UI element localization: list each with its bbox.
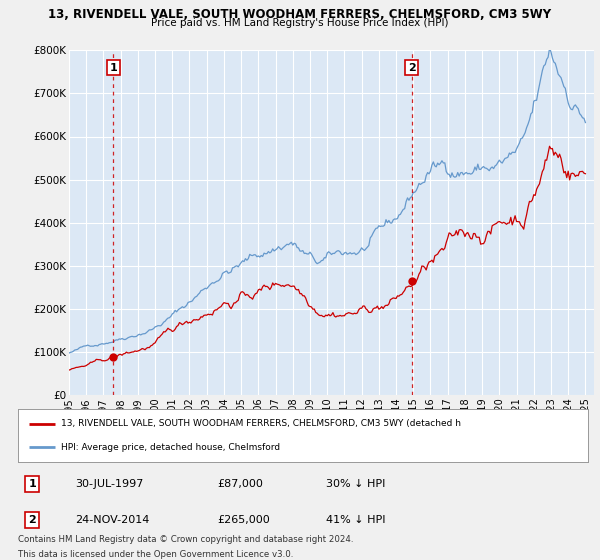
- Text: £87,000: £87,000: [218, 479, 263, 489]
- Text: 30-JUL-1997: 30-JUL-1997: [75, 479, 143, 489]
- Text: 2: 2: [407, 63, 415, 73]
- Text: 41% ↓ HPI: 41% ↓ HPI: [326, 515, 385, 525]
- Text: 1: 1: [28, 479, 36, 489]
- Text: Price paid vs. HM Land Registry's House Price Index (HPI): Price paid vs. HM Land Registry's House …: [151, 18, 449, 29]
- Text: £265,000: £265,000: [218, 515, 270, 525]
- Text: 13, RIVENDELL VALE, SOUTH WOODHAM FERRERS, CHELMSFORD, CM3 5WY (detached h: 13, RIVENDELL VALE, SOUTH WOODHAM FERRER…: [61, 419, 461, 428]
- Text: 30% ↓ HPI: 30% ↓ HPI: [326, 479, 385, 489]
- Text: This data is licensed under the Open Government Licence v3.0.: This data is licensed under the Open Gov…: [18, 550, 293, 559]
- Text: 1: 1: [110, 63, 117, 73]
- Text: 2: 2: [28, 515, 36, 525]
- Text: 24-NOV-2014: 24-NOV-2014: [75, 515, 149, 525]
- Text: Contains HM Land Registry data © Crown copyright and database right 2024.: Contains HM Land Registry data © Crown c…: [18, 535, 353, 544]
- Text: HPI: Average price, detached house, Chelmsford: HPI: Average price, detached house, Chel…: [61, 442, 280, 451]
- Text: 13, RIVENDELL VALE, SOUTH WOODHAM FERRERS, CHELMSFORD, CM3 5WY: 13, RIVENDELL VALE, SOUTH WOODHAM FERRER…: [49, 8, 551, 21]
